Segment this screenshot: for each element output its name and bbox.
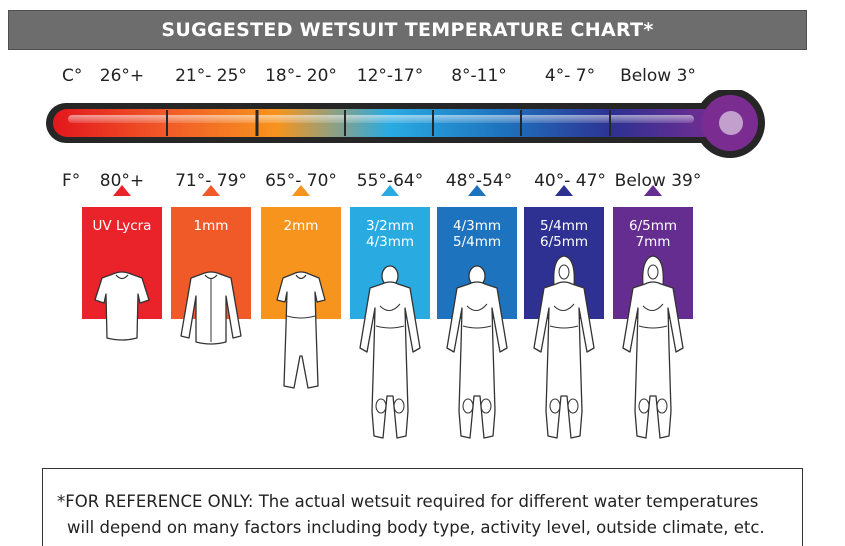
thickness-label-line: 3/2mm — [365, 218, 415, 234]
chart-title: SUGGESTED WETSUIT TEMPERATURE CHART* — [161, 19, 654, 41]
thickness-label-line: 1mm — [193, 218, 229, 234]
fullsuit-illustration — [359, 265, 421, 439]
thickness-label: 5/4mm 6/5mm — [524, 218, 604, 250]
thickness-label: UV Lycra — [82, 218, 162, 234]
fahrenheit-range-5: 48°-54° — [445, 171, 513, 191]
color-pointer — [381, 185, 399, 196]
celsius-range-5: 8°-11° — [451, 66, 507, 86]
bulb-highlight — [719, 111, 743, 135]
celsius-range-2: 21°- 25° — [175, 66, 247, 86]
shirt-long-illustration — [180, 271, 242, 345]
color-pointer — [555, 185, 573, 196]
celsius-range-6: 4°- 7° — [544, 66, 596, 86]
color-pointer — [644, 185, 662, 196]
footnote-box: *FOR REFERENCE ONLY: The actual wetsuit … — [42, 468, 803, 546]
fullsuit-illustration — [446, 265, 508, 439]
thickness-label-line: 4/3mm — [452, 218, 502, 234]
chart-title-banner: SUGGESTED WETSUIT TEMPERATURE CHART* — [8, 10, 807, 50]
fahrenheit-unit: F° — [62, 171, 81, 191]
footnote-line-2: will depend on many factors including bo… — [67, 518, 765, 537]
thermometer — [46, 90, 765, 158]
thickness-label: 4/3mm 5/4mm — [437, 218, 517, 250]
thickness-label-line: 5/4mm — [539, 218, 589, 234]
springsuit-illustration — [276, 271, 326, 389]
fahrenheit-range-4: 55°-64° — [356, 171, 424, 191]
thickness-label-line: 7mm — [635, 234, 671, 250]
fahrenheit-range-2: 71°- 79° — [175, 171, 247, 191]
wetsuit-columns: UV Lycra 1mm 2mm 3/2mm 4/3mm 4/3mm 5/4mm 5/… — [0, 185, 845, 456]
fahrenheit-range-3: 65°- 70° — [265, 171, 337, 191]
celsius-range-4: 12°-17° — [356, 66, 424, 86]
color-pointer — [202, 185, 220, 196]
celsius-range-7: Below 3° — [620, 66, 696, 86]
fahrenheit-range-6: 40°- 47° — [534, 171, 606, 191]
celsius-scale: C° 26°+ 21°- 25° 18°- 20° 12°-17° 8°-11° 4°- … — [0, 66, 845, 92]
celsius-range-1: 26°+ — [99, 66, 145, 86]
celsius-unit: C° — [62, 66, 83, 86]
celsius-range-3: 18°- 20° — [265, 66, 337, 86]
thickness-label-line: 6/5mm — [539, 234, 589, 250]
thickness-label: 1mm — [171, 218, 251, 234]
hooded-illustration — [622, 255, 684, 439]
fahrenheit-scale: F° 80°+ 71°- 79° 65°- 70° 55°-64° 48°-54° 40°… — [0, 171, 845, 197]
thickness-label-line: 2mm — [283, 218, 319, 234]
thickness-label: 2mm — [261, 218, 341, 234]
fahrenheit-range-1: 80°+ — [99, 171, 145, 191]
fahrenheit-range-7: Below 39° — [614, 171, 702, 191]
footnote-line-1: *FOR REFERENCE ONLY: The actual wetsuit … — [57, 492, 759, 511]
thickness-label-line: UV Lycra — [92, 218, 152, 234]
thermometer-ticks — [166, 110, 611, 136]
color-pointer — [113, 185, 131, 196]
shirt-short-illustration — [94, 271, 150, 341]
thickness-label-line: 4/3mm — [365, 234, 415, 250]
thickness-label-line: 6/5mm — [628, 218, 678, 234]
color-pointer — [468, 185, 486, 196]
hooded-illustration — [533, 255, 595, 439]
thickness-label: 6/5mm 7mm — [613, 218, 693, 250]
thickness-label: 3/2mm 4/3mm — [350, 218, 430, 250]
color-pointer — [292, 185, 310, 196]
thickness-label-line: 5/4mm — [452, 234, 502, 250]
thermometer-highlight — [68, 115, 694, 123]
